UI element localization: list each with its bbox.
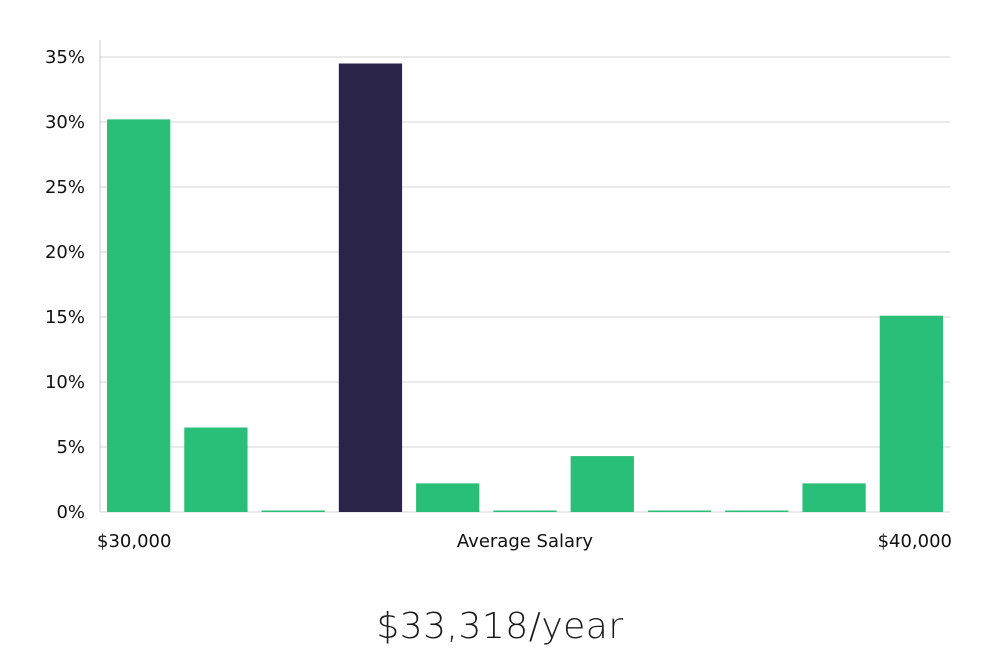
bar [493, 510, 557, 512]
bar [802, 483, 866, 512]
bar [107, 119, 171, 513]
salary-histogram-chart: 0% 5% 10% 15% 20% 25% 30% 35% $30,000 Average S… [45, 40, 952, 552]
bar-highlighted [338, 63, 403, 512]
bar [647, 510, 712, 512]
bar [570, 456, 634, 512]
bar [725, 510, 789, 512]
y-tick-label: 0% [56, 502, 85, 523]
y-tick-label: 20% [45, 242, 85, 263]
y-tick-label: 30% [45, 112, 85, 133]
x-axis-start-label: $30,000 [97, 531, 171, 552]
y-tick-label: 5% [56, 437, 85, 458]
y-tick-label: 10% [45, 372, 85, 393]
x-axis-title: Average Salary [457, 531, 594, 552]
bar [261, 510, 325, 512]
y-tick-label: 35% [45, 47, 85, 68]
y-tick-label: 25% [45, 177, 85, 198]
bar [416, 483, 480, 512]
bar [879, 315, 943, 512]
y-tick-label: 15% [45, 307, 85, 328]
y-axis-tick-labels: 0% 5% 10% 15% 20% 25% 30% 35% [45, 47, 85, 523]
average-salary-value: $33,318/year [376, 606, 624, 647]
bar [184, 427, 248, 512]
x-axis-end-label: $40,000 [878, 531, 952, 552]
bars [107, 63, 943, 513]
